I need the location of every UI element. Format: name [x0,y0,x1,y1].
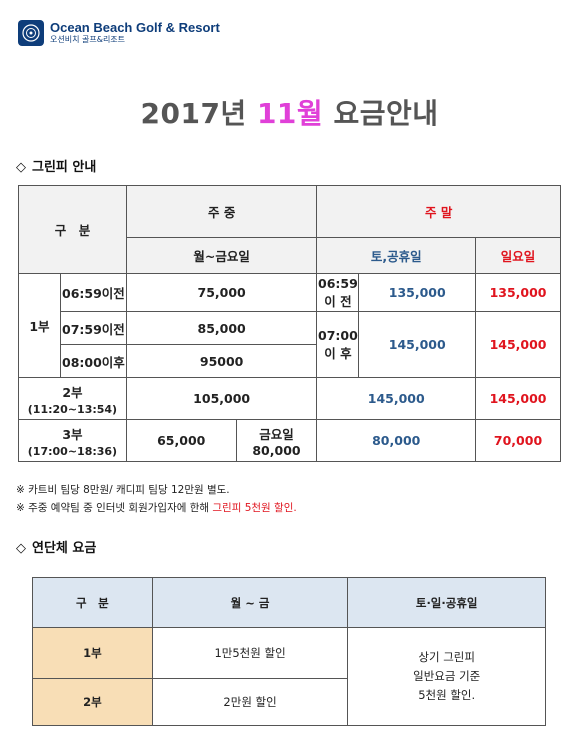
weekend-before-time: 06:59 이 전 [316,273,360,312]
part1-time-3: 08:00이후 [59,344,127,378]
header-mon-fri: 월~금요일 [125,237,318,274]
logo-subtitle: 오션비치 골프&리조트 [50,35,126,44]
group-weekend-line2: 일반요금 기준 [413,669,481,683]
part2-sun: 145,000 [475,377,561,420]
section-group-heading: ◇ 연단체 요금 [16,537,96,556]
part1-time-2: 07:59이전 [59,311,127,345]
part1-time-1: 06:59이전 [59,273,127,312]
diamond-bullet-icon: ◇ [16,160,26,175]
section-greenfee-heading: ◇ 그린피 안내 [16,156,96,175]
logo-emblem-icon [18,20,44,46]
header-sunday: 일요일 [475,237,561,274]
weekend-after-time-b: 이 후 [324,345,352,361]
diamond-bullet-icon: ◇ [16,541,26,556]
group-rate-table: 구 분 월 ~ 금 토·일·공휴일 1부 1만5천원 할인 상기 그린피 일반요… [32,577,546,726]
header-weekend: 주 말 [316,185,561,238]
part3-friday-fee: 80,000 [252,442,301,458]
part2-label: 2부 (11:20~13:54) [18,377,127,420]
weekend-after-time-a: 07:00 [318,327,358,343]
group-part2-label: 2부 [32,678,153,726]
weekend-before-time-b: 이 전 [324,293,352,309]
greenfee-table: 구 분 주 중 주 말 월~금요일 토,공휴일 일요일 1부 06:59이전 7… [18,185,561,462]
group-part2-discount: 2만원 할인 [151,678,349,726]
group-header-mon-fri: 월 ~ 금 [151,577,349,628]
sat-after-fee: 145,000 [358,311,477,378]
logo-name: Ocean Beach Golf & Resort [50,20,220,35]
part2-weekday: 105,000 [125,377,318,420]
part3-sat: 80,000 [316,419,477,462]
part1-weekday-3: 95000 [125,344,318,378]
weekend-after-time: 07:00 이 후 [316,311,360,378]
section-greenfee-label: 그린피 안내 [32,160,97,175]
group-part1-discount: 1만5천원 할인 [151,627,349,679]
note-internet-prefix: ※ 주중 예약팀 중 인터넷 회원가입자에 한해 [16,502,213,514]
group-weekend-line3: 5천원 할인. [418,688,476,702]
group-header-weekend: 토·일·공휴일 [347,577,546,628]
part1-label: 1부 [18,273,61,378]
logo: Ocean Beach Golf & Resort 오션비치 골프&리조트 [18,20,220,46]
note-cart-caddie: ※ 카트비 팀당 8만원/ 캐디피 팀당 12만원 별도. [16,484,230,496]
title-year: 2017년 [140,97,247,130]
note-internet-discount: ※ 주중 예약팀 중 인터넷 회원가입자에 한해 그린피 5천원 할인. [16,500,297,515]
part1-weekday-1: 75,000 [125,273,318,312]
part3-label: 3부 (17:00~18:36) [18,419,127,462]
note-internet-highlight: 그린피 5천원 할인. [212,502,297,514]
sun-after-fee: 145,000 [475,311,561,378]
header-gubun: 구 분 [18,185,127,274]
part3-time: (17:00~18:36) [27,444,118,458]
header-weekday: 주 중 [125,185,318,238]
sun-before-fee: 135,000 [475,273,561,312]
group-weekend-line1: 상기 그린피 [418,650,475,664]
part3-name: 3부 [62,426,83,442]
part2-name: 2부 [62,384,83,400]
title-suffix: 요금안내 [333,97,439,130]
title-month: 11월 [256,97,324,130]
sat-before-fee: 135,000 [358,273,477,312]
part3-friday-label: 금요일 [259,426,294,442]
part1-weekday-2: 85,000 [125,311,318,345]
weekend-before-time-a: 06:59 [318,275,358,291]
part2-sat: 145,000 [316,377,477,420]
group-part1-label: 1부 [32,627,153,679]
part2-time: (11:20~13:54) [27,402,118,416]
part3-friday: 금요일 80,000 [235,419,318,462]
header-sat-holiday: 토,공휴일 [316,237,477,274]
group-header-gubun: 구 분 [32,577,153,628]
page-title: 2017년 11월 요금안내 [0,92,579,132]
part3-sun: 70,000 [475,419,561,462]
part3-weekday: 65,000 [125,419,237,462]
section-group-label: 연단체 요금 [32,541,97,556]
group-weekend-note: 상기 그린피 일반요금 기준 5천원 할인. [347,627,546,726]
